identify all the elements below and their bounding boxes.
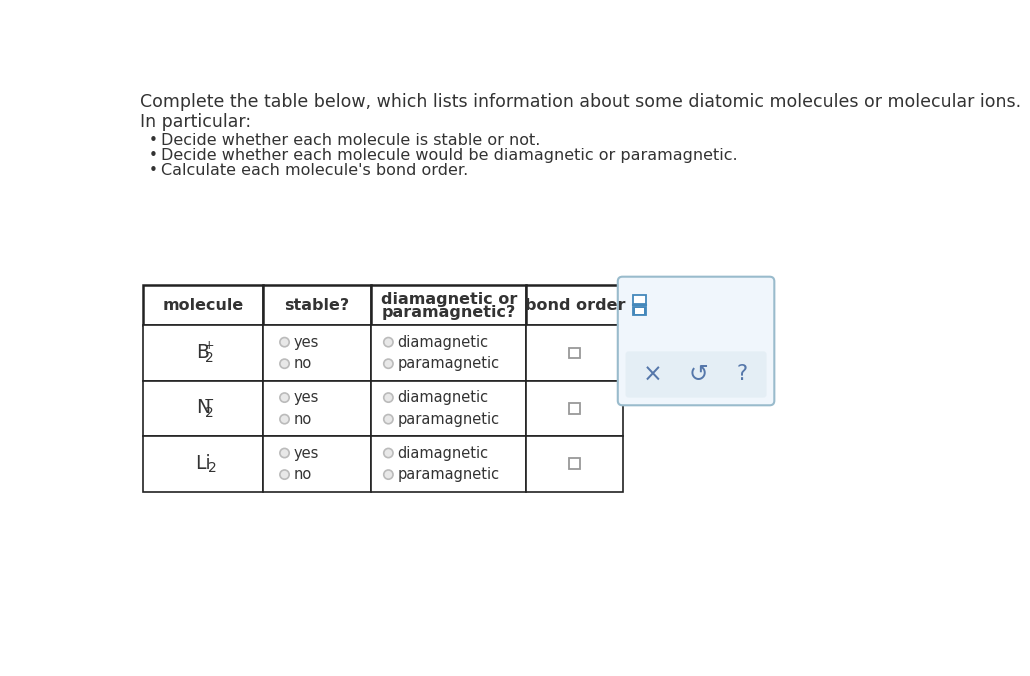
Bar	[143, 381, 263, 436]
FancyBboxPatch shape	[618, 276, 775, 406]
Text: yes: yes	[294, 390, 319, 405]
Text: molecule: molecule	[162, 297, 243, 313]
Circle shape	[280, 414, 289, 424]
Text: •: •	[149, 148, 158, 163]
Text: diamagnetic: diamagnetic	[398, 335, 489, 349]
Text: Complete the table below, which lists information about some diatomic molecules : Complete the table below, which lists in…	[140, 93, 1022, 112]
Text: diamagnetic or: diamagnetic or	[381, 291, 517, 306]
Circle shape	[280, 337, 289, 347]
Bar	[526, 436, 623, 491]
Bar	[372, 436, 526, 491]
Circle shape	[384, 470, 393, 479]
Text: diamagnetic: diamagnetic	[398, 390, 489, 405]
Bar	[634, 308, 644, 314]
Bar	[570, 458, 580, 469]
Text: 2: 2	[208, 462, 216, 475]
Bar	[263, 436, 372, 491]
Bar	[633, 295, 646, 304]
Bar	[372, 285, 526, 325]
Text: yes: yes	[294, 445, 319, 460]
Text: B: B	[197, 343, 209, 362]
Text: no: no	[294, 467, 312, 482]
Text: diamagnetic: diamagnetic	[398, 445, 489, 460]
Text: 2: 2	[205, 351, 213, 364]
Text: stable?: stable?	[284, 297, 349, 313]
Circle shape	[280, 470, 289, 479]
Text: yes: yes	[294, 335, 319, 349]
Bar	[263, 325, 372, 381]
Text: paramagnetic: paramagnetic	[398, 356, 500, 371]
Text: paramagnetic: paramagnetic	[398, 467, 500, 482]
Bar	[263, 285, 372, 325]
Circle shape	[280, 359, 289, 368]
Circle shape	[280, 393, 289, 402]
Bar	[526, 325, 623, 381]
Bar	[633, 307, 646, 315]
Text: paramagnetic: paramagnetic	[398, 412, 500, 427]
Text: •: •	[149, 133, 158, 149]
Bar	[372, 381, 526, 436]
Text: no: no	[294, 412, 312, 427]
Text: N: N	[196, 398, 210, 417]
Text: ↺: ↺	[689, 362, 709, 387]
Text: bond order: bond order	[524, 297, 625, 313]
Circle shape	[384, 414, 393, 424]
Text: Li: Li	[195, 454, 210, 473]
Text: ?: ?	[736, 364, 748, 385]
Bar	[143, 436, 263, 491]
Bar	[570, 403, 580, 414]
Bar	[526, 285, 623, 325]
Bar	[263, 381, 372, 436]
Bar	[143, 285, 263, 325]
Bar	[570, 347, 580, 358]
Circle shape	[384, 337, 393, 347]
Circle shape	[384, 393, 393, 402]
Bar	[143, 325, 263, 381]
FancyBboxPatch shape	[625, 352, 766, 397]
Text: Decide whether each molecule is stable or not.: Decide whether each molecule is stable o…	[162, 133, 541, 149]
Text: ×: ×	[643, 362, 662, 387]
Text: Calculate each molecule's bond order.: Calculate each molecule's bond order.	[162, 163, 469, 178]
Text: no: no	[294, 356, 312, 371]
Text: In particular:: In particular:	[140, 113, 251, 130]
Text: Decide whether each molecule would be diamagnetic or paramagnetic.: Decide whether each molecule would be di…	[162, 148, 737, 163]
Circle shape	[384, 448, 393, 458]
Text: +: +	[204, 339, 214, 352]
Text: 2: 2	[205, 406, 213, 420]
Bar	[526, 381, 623, 436]
Circle shape	[280, 448, 289, 458]
Text: −: −	[204, 394, 214, 407]
Text: •: •	[149, 163, 158, 178]
Bar	[372, 325, 526, 381]
Circle shape	[384, 359, 393, 368]
Text: paramagnetic?: paramagnetic?	[382, 305, 516, 320]
